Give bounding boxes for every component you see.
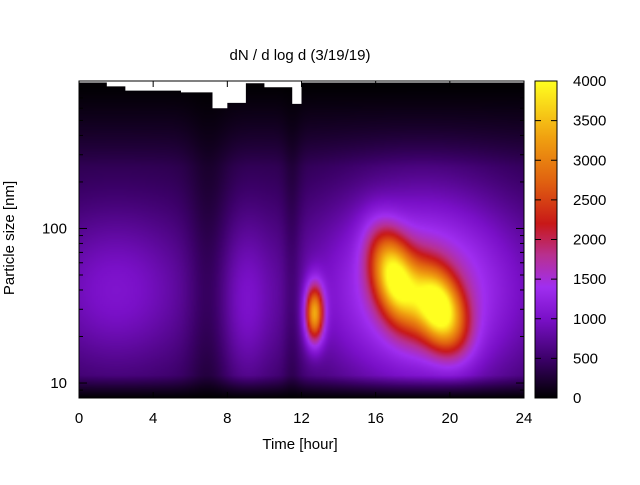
y-axis: 10 100 — [42, 80, 524, 399]
x-axis-label: Time [hour] — [262, 436, 337, 453]
x-tick-label: 8 — [223, 410, 231, 427]
colorbar-tick-label: 1000 — [573, 311, 606, 328]
x-tick-label: 4 — [149, 410, 157, 427]
colorbar-tick-label: 4000 — [573, 73, 606, 90]
colorbar-tick-label: 3500 — [573, 113, 606, 130]
colorbar-axis: 0 500 1000 1500 2000 2500 3000 3500 4000 — [535, 73, 606, 407]
x-tick-label: 20 — [441, 410, 458, 427]
chart-title: dN / d log d (3/19/19) — [230, 47, 371, 64]
colorbar-tick-label: 0 — [573, 390, 581, 407]
colorbar-tick-label: 500 — [573, 350, 598, 367]
x-axis: 0 4 8 12 16 20 24 — [75, 81, 533, 427]
colorbar-tick-label: 1500 — [573, 271, 606, 288]
y-tick-label: 10 — [50, 375, 67, 392]
heatmap-image — [79, 81, 524, 398]
x-tick-label: 16 — [367, 410, 384, 427]
colorbar-tick-label: 2000 — [573, 232, 606, 249]
colorbar-tick-label: 2500 — [573, 192, 606, 209]
y-tick-label: 100 — [42, 220, 67, 237]
colorbar-tick-label: 3000 — [573, 152, 606, 169]
x-tick-label: 12 — [293, 410, 310, 427]
y-axis-label: Particle size [nm] — [1, 181, 18, 295]
x-tick-label: 0 — [75, 410, 83, 427]
x-tick-label: 24 — [516, 410, 533, 427]
no-data-region — [79, 81, 524, 109]
